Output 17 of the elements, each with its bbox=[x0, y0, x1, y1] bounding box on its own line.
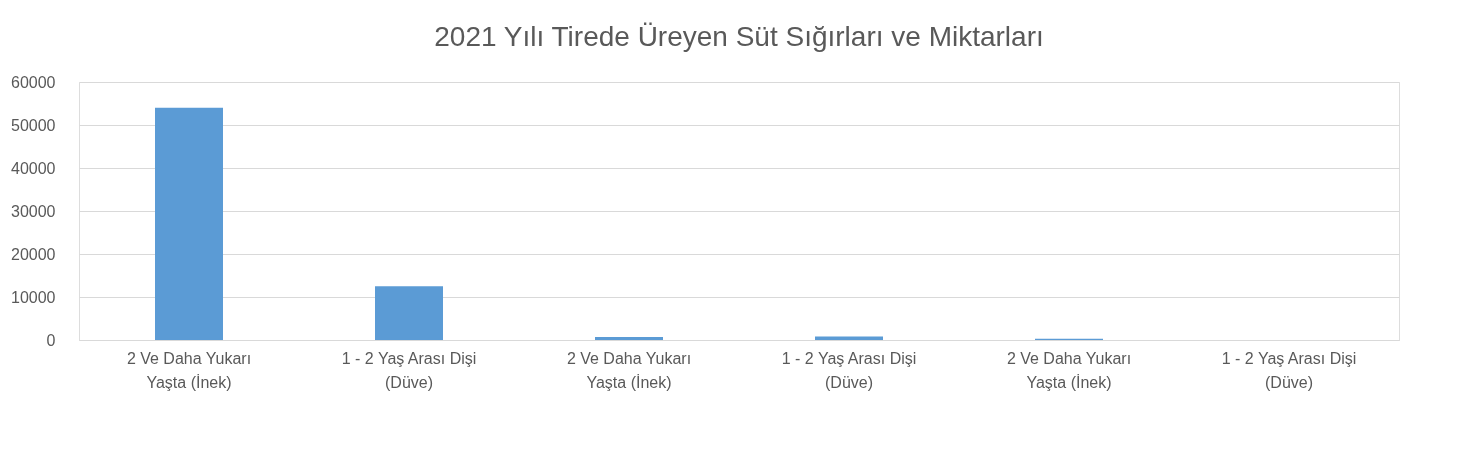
bar bbox=[375, 286, 443, 340]
y-tick-label: 60000 bbox=[11, 73, 56, 91]
bar bbox=[155, 107, 223, 340]
x-tick-label: 1 - 2 Yaş Arası Dişi (Düve) bbox=[1221, 349, 1357, 391]
x-tick-label: 2 Ve Daha Yukarı Yaşta (İnek) bbox=[126, 349, 252, 391]
x-tick-label: 2 Ve Daha Yukarı Yaşta (İnek) bbox=[1006, 349, 1132, 391]
y-tick-label: 30000 bbox=[11, 202, 56, 220]
x-tick-label: 2 Ve Daha Yukarı Yaşta (İnek) bbox=[566, 349, 692, 391]
y-tick-label: 40000 bbox=[11, 159, 56, 177]
bar bbox=[595, 336, 663, 340]
x-tick-label: 1 - 2 Yaş Arası Dişi (Düve) bbox=[341, 349, 477, 391]
y-tick-label: 50000 bbox=[11, 116, 56, 134]
y-tick-label: 20000 bbox=[11, 245, 56, 263]
chart-title: 2021 Yılı Tirede Üreyen Süt Sığırları ve Miktarları bbox=[434, 21, 1044, 52]
x-tick-label: 1 - 2 Yaş Arası Dişi (Düve) bbox=[781, 349, 917, 391]
y-tick-label: 0 bbox=[46, 331, 56, 349]
y-tick-label: 10000 bbox=[11, 288, 56, 306]
